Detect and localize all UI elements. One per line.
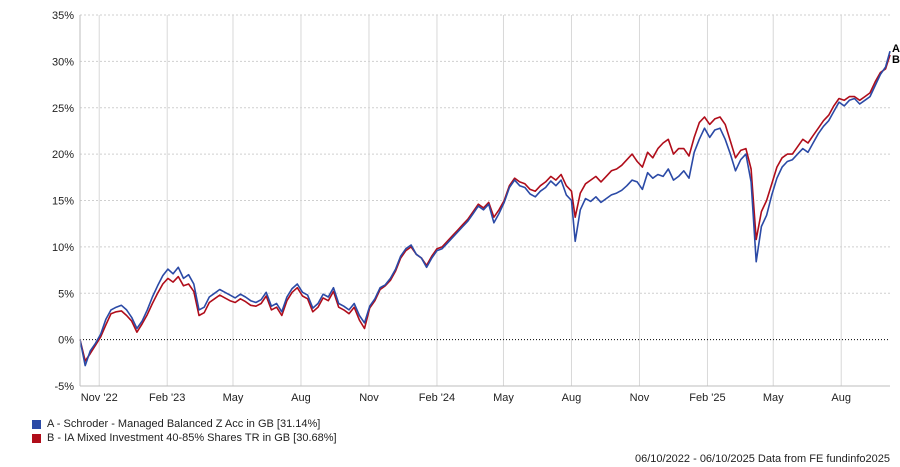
legend-item-a[interactable]: A - Schroder - Managed Balanced Z Acc in… bbox=[32, 417, 337, 431]
y-tick-label: 15% bbox=[52, 196, 74, 208]
footer-source: 06/10/2022 - 06/10/2025 Data from FE fun… bbox=[634, 453, 890, 465]
x-tick-label: Feb '25 bbox=[689, 392, 725, 404]
plot-frame bbox=[79, 15, 890, 387]
y-tick-label: 10% bbox=[52, 242, 74, 254]
x-tick-label: Feb '23 bbox=[149, 392, 185, 404]
series-lines bbox=[79, 50, 891, 367]
y-tick-label: -5% bbox=[54, 381, 74, 393]
y-tick-label: 0% bbox=[58, 335, 74, 347]
grid bbox=[80, 14, 890, 387]
legend-swatch-a bbox=[32, 419, 41, 429]
x-tick-label: Nov bbox=[630, 392, 650, 404]
x-tick-label: Nov bbox=[359, 392, 379, 404]
legend-label-b: B - IA Mixed Investment 40-85% Shares TR… bbox=[47, 432, 337, 444]
end-label-b: B bbox=[892, 54, 900, 66]
y-axis-ticks: 35% 30% 25% 20% 15% 10% 5% 0% -5% bbox=[52, 10, 74, 393]
x-tick-label: May bbox=[223, 392, 244, 404]
series-line-b bbox=[79, 54, 891, 362]
x-tick-label: Aug bbox=[291, 392, 311, 404]
end-label-a: A bbox=[892, 43, 900, 55]
legend-swatch-b bbox=[32, 433, 41, 443]
legend-label-a: A - Schroder - Managed Balanced Z Acc in… bbox=[47, 418, 321, 430]
y-tick-label: 20% bbox=[52, 149, 74, 161]
series-line-a bbox=[79, 50, 891, 367]
x-tick-label: Nov '22 bbox=[81, 392, 118, 404]
x-tick-label: Aug bbox=[831, 392, 851, 404]
legend: A - Schroder - Managed Balanced Z Acc in… bbox=[32, 417, 337, 445]
x-tick-label: May bbox=[493, 392, 514, 404]
y-tick-label: 5% bbox=[58, 288, 74, 300]
x-tick-label: May bbox=[763, 392, 784, 404]
y-tick-label: 35% bbox=[52, 10, 74, 22]
x-tick-label: Aug bbox=[562, 392, 582, 404]
x-tick-label: Feb '24 bbox=[419, 392, 455, 404]
x-axis-ticks: Nov '22 Feb '23 May Aug Nov Feb '24 May Aug Nov F… bbox=[81, 392, 851, 404]
legend-item-b[interactable]: B - IA Mixed Investment 40-85% Shares TR… bbox=[32, 431, 337, 445]
y-tick-label: 25% bbox=[52, 103, 74, 115]
y-tick-label: 30% bbox=[52, 56, 74, 68]
series-end-labels: AB bbox=[892, 43, 900, 66]
